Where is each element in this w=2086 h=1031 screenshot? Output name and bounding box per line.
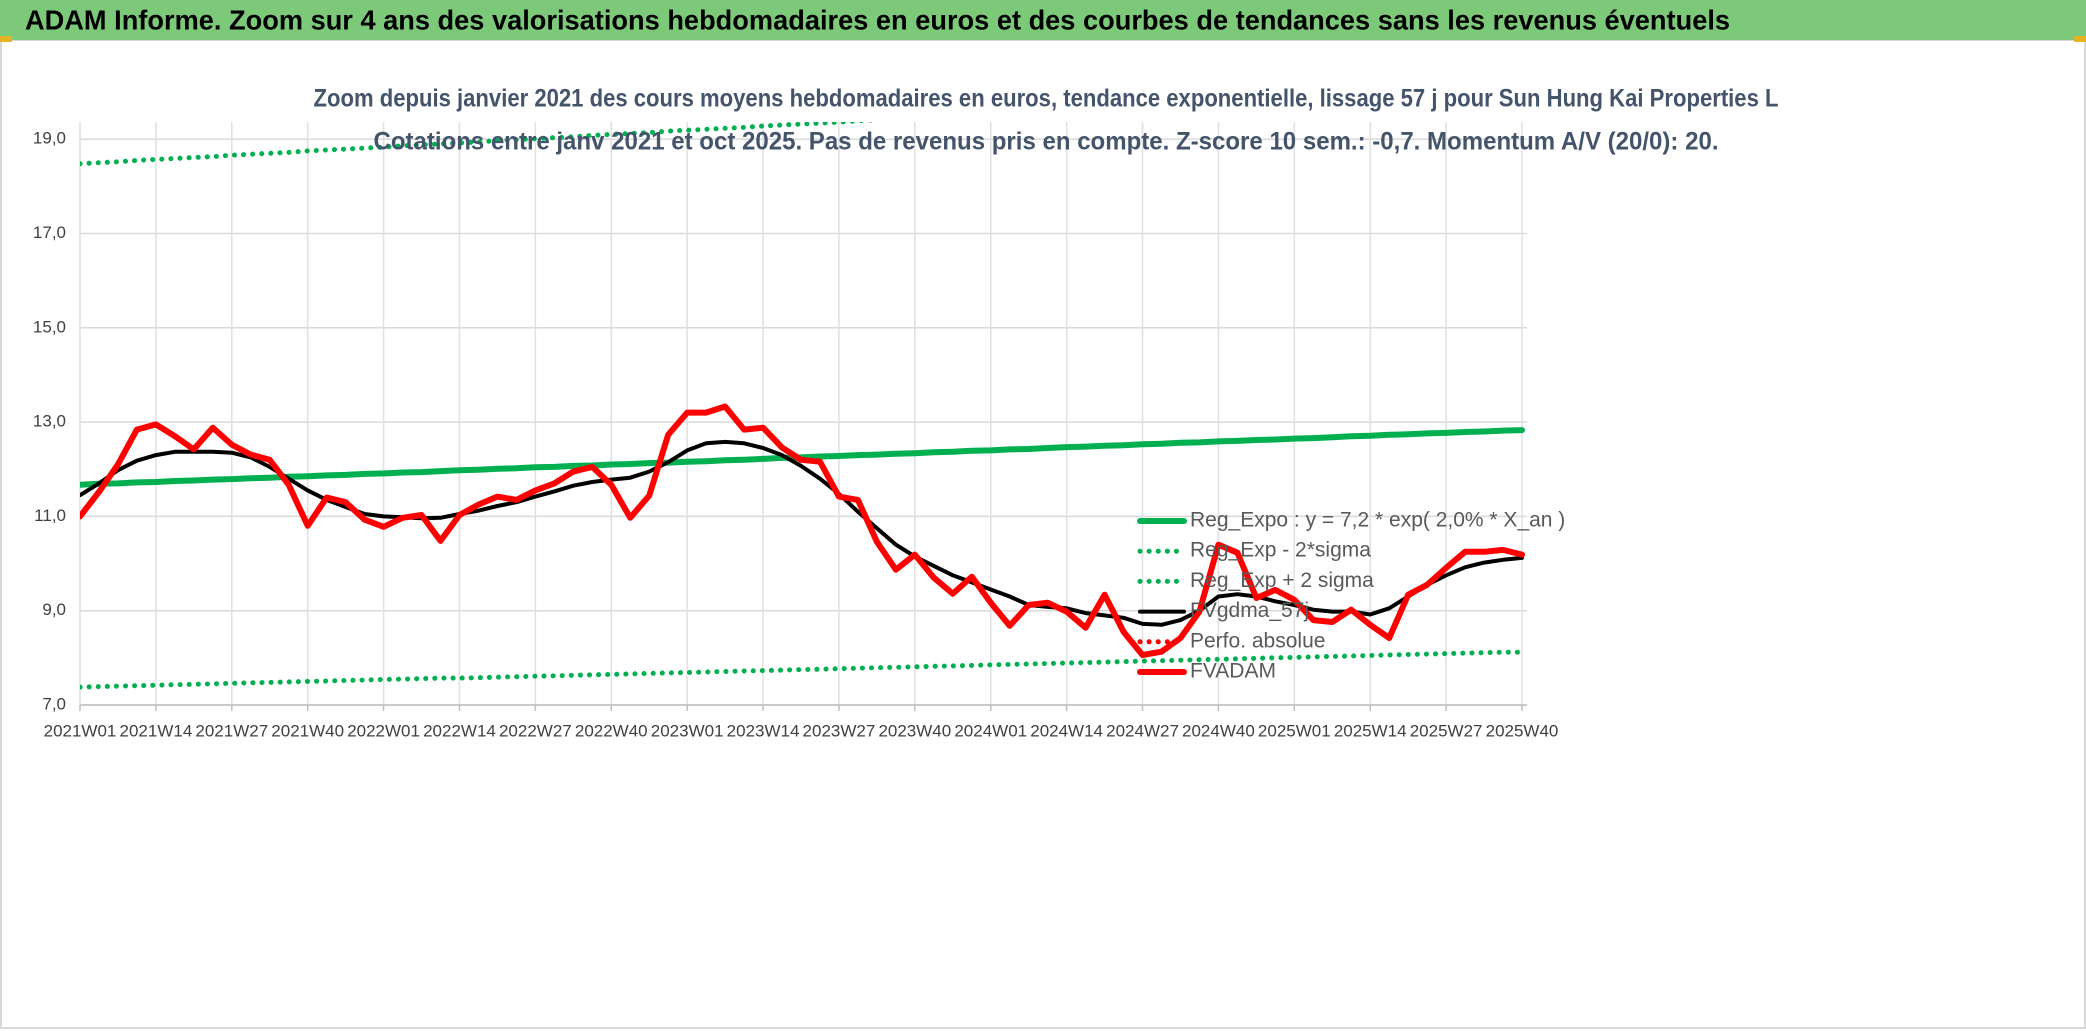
legend-label: Perfo. absolue (1190, 629, 1325, 652)
x-tick-label: 2025W27 (1410, 721, 1483, 740)
x-tick-label: 2021W40 (271, 721, 344, 740)
legend: Reg_Expo : y = 7,2 * exp( 2,0% * X_an ) R… (1137, 509, 1565, 683)
x-tick-label: 2025W01 (1258, 721, 1331, 740)
y-tick-label: 17,0 (33, 223, 66, 242)
x-tick-label: 2022W14 (423, 721, 496, 740)
y-tick-label: 19,0 (33, 129, 66, 148)
series-line (80, 403, 1525, 658)
legend-label: Reg_Expo : y = 7,2 * exp( 2,0% * X_an ) (1190, 509, 1565, 532)
x-tick-label: 2021W14 (120, 721, 193, 740)
x-tick-label: 2024W14 (1030, 721, 1103, 740)
title-background (255, 78, 1815, 122)
x-tick-label: 2023W14 (727, 721, 800, 740)
header-bar (0, 0, 2086, 40)
header-title: ADAM Informe. Zoom sur 4 ans des valoris… (25, 4, 1730, 35)
chart-title: Zoom depuis janvier 2021 des cours moyen… (314, 85, 1779, 113)
series-line (80, 649, 1525, 690)
x-tick-label: 2024W40 (1182, 721, 1255, 740)
chart-subtitle: Cotations entre janv 2021 et oct 2025. P… (374, 128, 1719, 156)
x-tick-label: 2024W01 (954, 721, 1027, 740)
legend-label: Reg_Exp + 2 sigma (1190, 569, 1374, 592)
x-tick-label: 2025W40 (1486, 721, 1559, 740)
x-tick-label: 2022W27 (499, 721, 572, 740)
legend-label: FVgdma_57j (1190, 599, 1309, 622)
corner-right (2074, 36, 2086, 42)
x-tick-label: 2022W40 (575, 721, 648, 740)
corner-left (0, 36, 12, 42)
y-tick-label: 15,0 (33, 317, 66, 336)
x-tick-label: 2023W27 (803, 721, 876, 740)
y-tick-label: 7,0 (42, 694, 66, 713)
x-tick-label: 2021W01 (44, 721, 117, 740)
x-tick-label: 2021W27 (195, 721, 268, 740)
x-tick-label: 2022W01 (347, 721, 420, 740)
legend-label: FVADAM (1190, 660, 1276, 683)
y-tick-label: 11,0 (34, 506, 66, 525)
titles: Zoom depuis janvier 2021 des cours moyen… (255, 78, 1815, 156)
y-tick-label: 13,0 (33, 412, 66, 431)
x-tick-label: 2025W14 (1334, 721, 1407, 740)
x-tick-label: 2024W27 (1106, 721, 1179, 740)
series-line (80, 439, 1524, 627)
x-tick-label: 2023W40 (878, 721, 951, 740)
x-tick-label: 2023W01 (651, 721, 724, 740)
legend-label: Reg_Exp - 2*sigma (1190, 539, 1371, 562)
y-tick-label: 9,0 (42, 600, 66, 619)
